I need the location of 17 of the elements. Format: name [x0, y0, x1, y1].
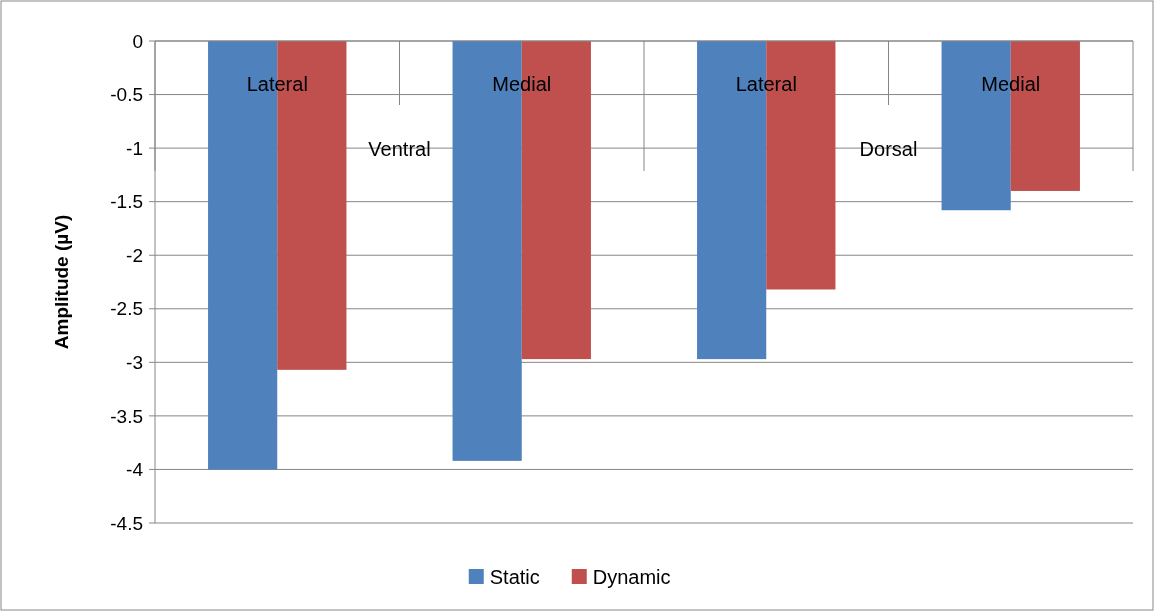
annotation: Ventral	[368, 138, 431, 160]
x-tick-label: Medial	[492, 73, 552, 95]
y-tick-label: -2.5	[110, 298, 143, 320]
x-tick-label: Medial	[981, 73, 1041, 95]
y-tick-label: -4.5	[110, 512, 143, 534]
y-tick-label: -1.5	[110, 191, 143, 213]
y-tick-label: -3.5	[110, 405, 143, 427]
y-tick-label: -0.5	[110, 84, 143, 106]
y-tick-label: -4	[126, 459, 144, 481]
y-axis-title: Amplitude (µV)	[51, 214, 72, 350]
y-tick-label: -1	[126, 137, 143, 159]
legend-label: Static	[489, 566, 540, 588]
y-tick-label: -2	[126, 244, 143, 266]
y-tick-label: 0	[132, 30, 143, 52]
y-tick-label: -3	[126, 351, 143, 373]
annotation: Dorsal	[859, 138, 918, 160]
legend-label: Dynamic	[592, 566, 671, 588]
